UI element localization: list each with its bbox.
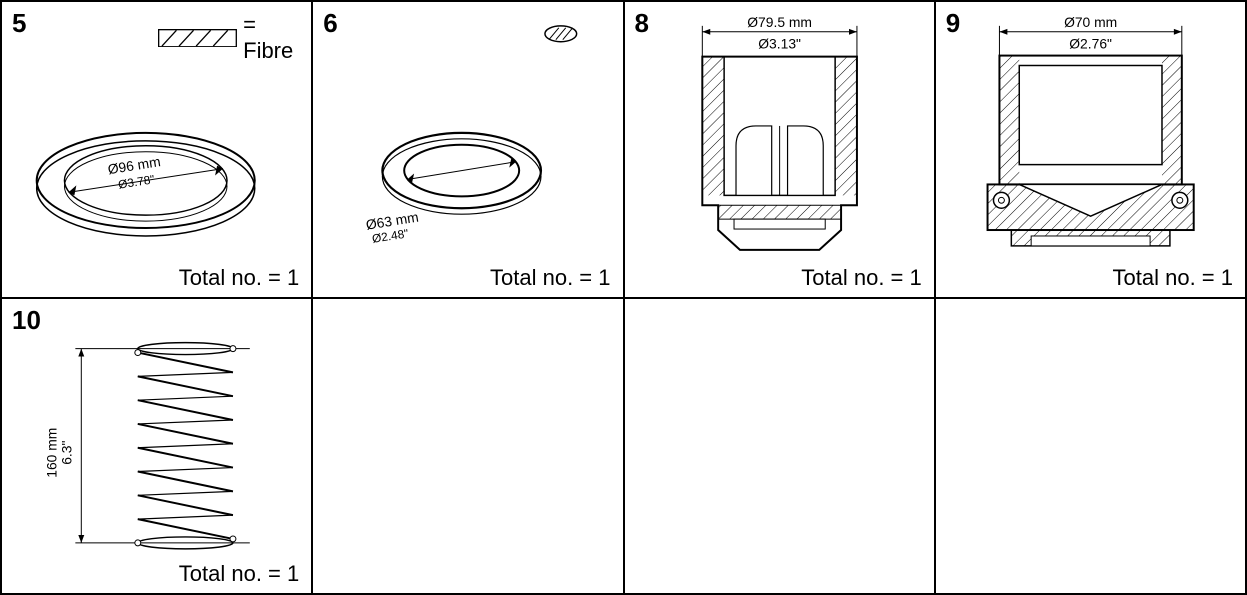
drawing-6: Ø63 mm Ø2.48" bbox=[313, 2, 622, 297]
cell-empty bbox=[624, 298, 935, 595]
drawing-5: Ø96 mm Ø3.78" bbox=[2, 2, 311, 297]
cell-8: 8 Ø79.5 mm Ø3.13" bbox=[624, 1, 935, 298]
cell-5: 5 = Fibre bbox=[1, 1, 312, 298]
drawing-9: Ø70 mm Ø2.76" bbox=[936, 2, 1245, 297]
svg-text:Ø70 mm: Ø70 mm bbox=[1064, 14, 1117, 30]
svg-text:160 mm: 160 mm bbox=[44, 427, 60, 477]
total-count: Total no. = 1 bbox=[179, 265, 299, 291]
total-count: Total no. = 1 bbox=[179, 561, 299, 587]
svg-text:Ø79.5 mm: Ø79.5 mm bbox=[747, 14, 812, 30]
svg-text:6.3": 6.3" bbox=[58, 440, 74, 464]
svg-text:Ø3.13": Ø3.13" bbox=[758, 36, 801, 52]
cell-empty bbox=[312, 298, 623, 595]
drawing-10: 160 mm 6.3" bbox=[2, 299, 311, 594]
drawing-8: Ø79.5 mm Ø3.13" bbox=[625, 2, 934, 297]
total-count: Total no. = 1 bbox=[1113, 265, 1233, 291]
parts-grid: 5 = Fibre bbox=[0, 0, 1247, 595]
cell-10: 10 160 mm 6.3" bbox=[1, 298, 312, 595]
cell-6: 6 Ø63 mm bbox=[312, 1, 623, 298]
svg-text:Ø2.76": Ø2.76" bbox=[1069, 36, 1112, 52]
cell-9: 9 Ø70 mm Ø2.76" bbox=[935, 1, 1246, 298]
total-count: Total no. = 1 bbox=[801, 265, 921, 291]
total-count: Total no. = 1 bbox=[490, 265, 610, 291]
cell-empty bbox=[935, 298, 1246, 595]
